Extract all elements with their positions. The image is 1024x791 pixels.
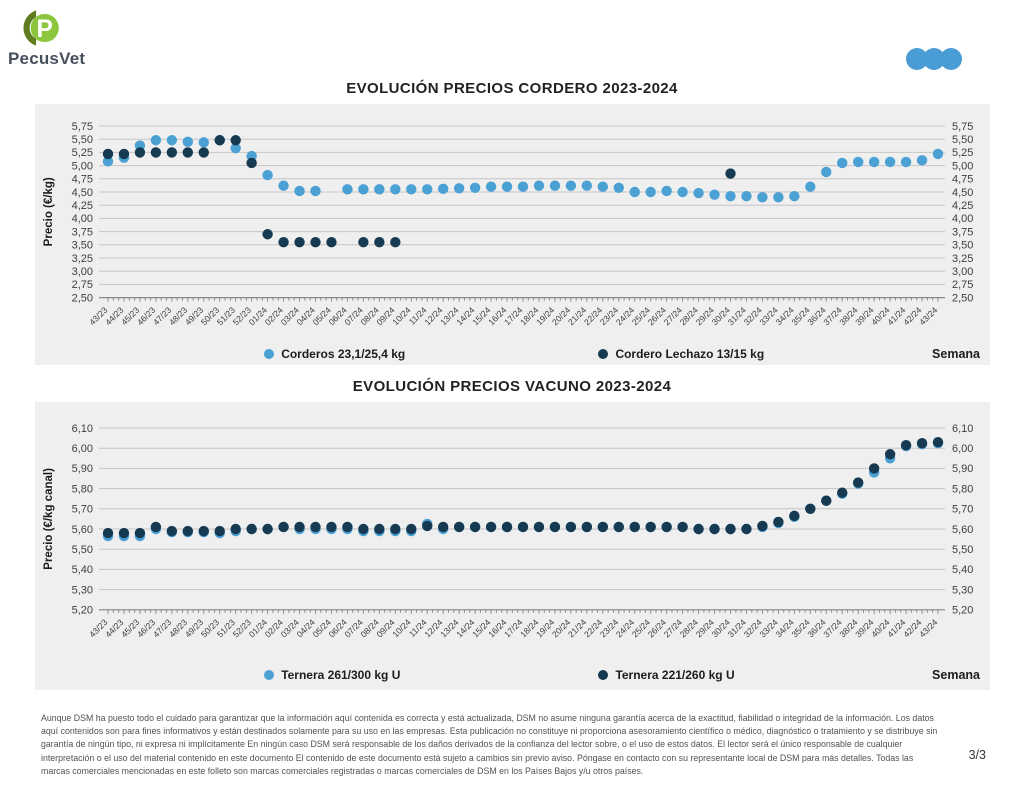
svg-text:5,50: 5,50 bbox=[72, 544, 93, 556]
svg-text:2,75: 2,75 bbox=[72, 279, 93, 291]
legend-label: Ternera 221/260 kg U bbox=[615, 668, 735, 682]
svg-text:2,50: 2,50 bbox=[952, 292, 973, 304]
svg-text:Precio (€/kg): Precio (€/kg) bbox=[43, 177, 55, 246]
cordero-legend: Corderos 23,1/25,4 kg Cordero Lechazo 13… bbox=[35, 343, 990, 365]
legend-item: Corderos 23,1/25,4 kg bbox=[264, 343, 405, 365]
brand-dot bbox=[923, 48, 945, 70]
svg-text:3,25: 3,25 bbox=[952, 253, 973, 265]
svg-text:5,25: 5,25 bbox=[952, 147, 973, 159]
svg-text:5,50: 5,50 bbox=[72, 134, 93, 146]
disclaimer-text: Aunque DSM ha puesto todo el cuidado par… bbox=[41, 713, 938, 776]
svg-text:5,90: 5,90 bbox=[72, 463, 93, 475]
svg-text:3,25: 3,25 bbox=[72, 253, 93, 265]
vacuno-chart-plot: 6,10 6,10 6,00 6,00 5,90 5,90 5,80 5,80 5,70 5,70… bbox=[43, 423, 973, 640]
svg-text:5,60: 5,60 bbox=[72, 524, 93, 536]
svg-text:5,20: 5,20 bbox=[72, 605, 93, 617]
svg-text:3,50: 3,50 bbox=[72, 240, 93, 252]
svg-text:4,50: 4,50 bbox=[952, 187, 973, 199]
svg-text:4,25: 4,25 bbox=[72, 200, 93, 212]
svg-text:5,50: 5,50 bbox=[952, 544, 973, 556]
legend-dot-light bbox=[264, 670, 275, 680]
pecusvet-logo-icon: P bbox=[23, 10, 59, 46]
svg-text:2,75: 2,75 bbox=[952, 279, 973, 291]
svg-text:5,90: 5,90 bbox=[952, 463, 973, 475]
svg-text:4,00: 4,00 bbox=[952, 213, 973, 225]
svg-text:4,25: 4,25 bbox=[952, 200, 973, 212]
svg-text:5,50: 5,50 bbox=[952, 134, 973, 146]
svg-text:4,75: 4,75 bbox=[72, 174, 93, 186]
header: P PecusVet bbox=[8, 8, 85, 69]
svg-text:3,00: 3,00 bbox=[72, 266, 93, 278]
vacuno-legend: Ternera 261/300 kg U Ternera 221/260 kg … bbox=[35, 664, 990, 686]
svg-text:6,10: 6,10 bbox=[952, 423, 973, 435]
svg-text:Precio (€/kg canal): Precio (€/kg canal) bbox=[43, 468, 55, 570]
svg-text:5,00: 5,00 bbox=[952, 160, 973, 172]
svg-text:5,40: 5,40 bbox=[952, 564, 973, 576]
legend-label: Ternera 261/300 kg U bbox=[281, 668, 401, 682]
legend-dot-dark bbox=[598, 670, 609, 680]
svg-text:4,50: 4,50 bbox=[72, 187, 93, 199]
svg-text:5,70: 5,70 bbox=[72, 504, 93, 516]
svg-text:3,00: 3,00 bbox=[952, 266, 973, 278]
legend-dot-light bbox=[264, 349, 275, 359]
vacuno-chart-panel: 6,10 6,10 6,00 6,00 5,90 5,90 5,80 5,80 5,70 5,70… bbox=[35, 402, 990, 690]
svg-text:5,80: 5,80 bbox=[952, 483, 973, 495]
legend-dot-dark bbox=[598, 349, 609, 359]
page-number: 3/3 bbox=[968, 748, 986, 762]
legend-item: Cordero Lechazo 13/15 kg bbox=[598, 343, 764, 365]
brand-dot bbox=[906, 48, 928, 70]
brand-dot bbox=[940, 48, 962, 70]
legend-item: Ternera 221/260 kg U bbox=[598, 664, 735, 686]
svg-text:5,00: 5,00 bbox=[72, 160, 93, 172]
legend-label: Cordero Lechazo 13/15 kg bbox=[615, 347, 765, 361]
svg-text:5,25: 5,25 bbox=[72, 147, 93, 159]
svg-text:5,75: 5,75 bbox=[72, 121, 93, 133]
legend-item: Ternera 261/300 kg U bbox=[264, 664, 400, 686]
svg-text:5,30: 5,30 bbox=[952, 584, 973, 596]
logo-text: PecusVet bbox=[8, 49, 86, 68]
cordero-chart-panel: 5,75 5,75 5,50 5,50 5,25 5,25 5,00 5,00 4,75 4,75… bbox=[35, 104, 990, 365]
svg-text:2,50: 2,50 bbox=[72, 292, 93, 304]
svg-text:5,30: 5,30 bbox=[72, 584, 93, 596]
vacuno-chart-title: EVOLUCIÓN PRECIOS VACUNO 2023-2024 bbox=[352, 378, 672, 395]
svg-text:5,75: 5,75 bbox=[952, 121, 973, 133]
legend-label: Corderos 23,1/25,4 kg bbox=[281, 347, 406, 361]
svg-text:3,75: 3,75 bbox=[952, 226, 973, 238]
svg-text:3,50: 3,50 bbox=[952, 240, 973, 252]
xaxis-title: Semana bbox=[932, 347, 980, 361]
cordero-chart-plot: 5,75 5,755,50 5,505,25 5,255,00 5,004,75 4,75… bbox=[43, 121, 973, 327]
svg-text:5,40: 5,40 bbox=[72, 564, 93, 576]
svg-text:5,80: 5,80 bbox=[72, 483, 93, 495]
svg-text:5,20: 5,20 bbox=[952, 605, 973, 617]
svg-text:4,00: 4,00 bbox=[72, 213, 93, 225]
svg-text:5,60: 5,60 bbox=[952, 524, 973, 536]
svg-text:3,75: 3,75 bbox=[72, 226, 93, 238]
svg-text:5,70: 5,70 bbox=[952, 504, 973, 516]
svg-text:43/24: 43/24 bbox=[917, 305, 939, 327]
svg-text:6,10: 6,10 bbox=[72, 423, 93, 435]
svg-text:43/24: 43/24 bbox=[917, 617, 939, 639]
svg-text:6,00: 6,00 bbox=[952, 443, 973, 455]
svg-text:P: P bbox=[37, 16, 53, 43]
xaxis-title: Semana bbox=[932, 668, 980, 682]
cordero-chart-title: EVOLUCIÓN PRECIOS CORDERO 2023-2024 bbox=[346, 80, 678, 97]
svg-text:6,00: 6,00 bbox=[72, 443, 93, 455]
brand-dots bbox=[906, 48, 962, 70]
svg-text:4,75: 4,75 bbox=[952, 174, 973, 186]
